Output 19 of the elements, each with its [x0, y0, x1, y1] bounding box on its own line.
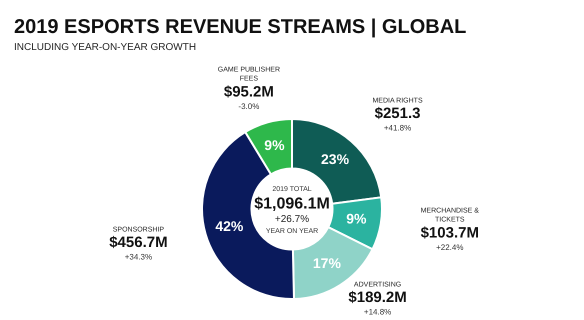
text: 42%	[215, 218, 244, 234]
text: 9%	[264, 137, 285, 154]
text: +26.7%	[274, 214, 310, 225]
data-label: $189.2M	[348, 289, 407, 306]
data-label: $95.2M	[224, 83, 274, 100]
chart-subtitle: INCLUDING YEAR-ON-YEAR GROWTH	[14, 42, 196, 53]
text: $1,096.1M	[254, 195, 330, 212]
chart-title: 2019 ESPORTS REVENUE STREAMS | GLOBAL	[14, 16, 466, 39]
data-label: $251.3	[374, 105, 420, 122]
data-label: $103.7M	[420, 224, 479, 242]
text: -3.0%	[238, 102, 260, 111]
text: 23%	[321, 150, 350, 167]
data-label: $456.7M	[109, 234, 168, 252]
text: +34.3%	[124, 252, 152, 262]
text: +14.8%	[364, 308, 392, 317]
text: +41.8%	[384, 124, 412, 133]
text: +22.4%	[436, 242, 464, 252]
text: 9%	[346, 210, 366, 227]
text: 17%	[312, 254, 341, 271]
